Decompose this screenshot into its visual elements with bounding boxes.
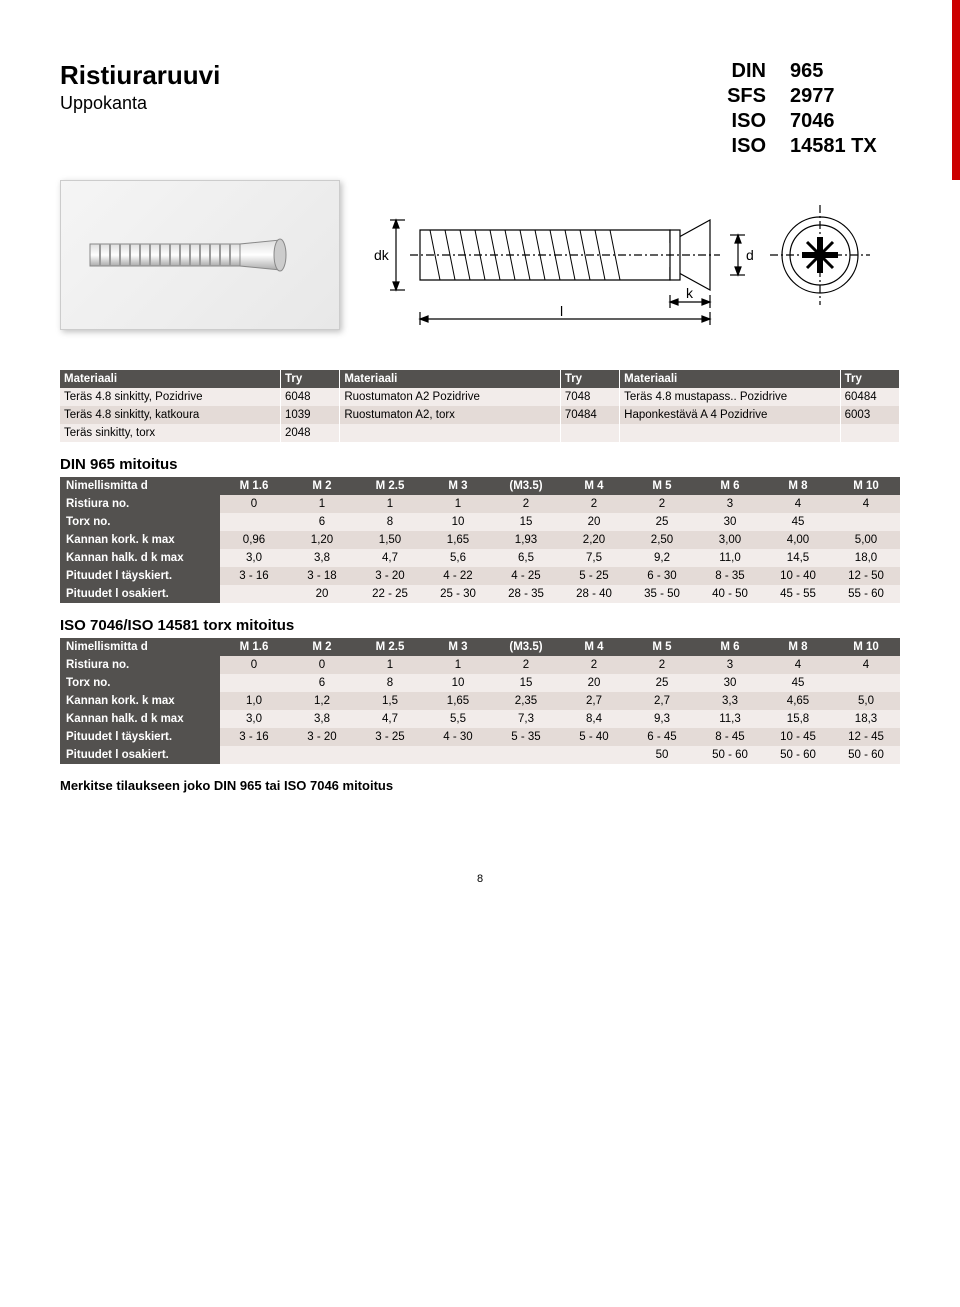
screw-photo-icon (80, 210, 320, 300)
standards-block: DIN965 SFS2977 ISO7046 ISO14581 TX (722, 60, 900, 160)
iso-table: Nimellismitta dM 1.6M 2M 2.5M 3(M3.5)M 4… (60, 638, 900, 764)
materials-table: Materiaali Try Materiaali Try Materiaali… (60, 370, 900, 442)
table-header-row: Nimellismitta dM 1.6M 2M 2.5M 3(M3.5)M 4… (60, 477, 900, 495)
footnote: Merkitse tilaukseen joko DIN 965 tai ISO… (60, 778, 900, 793)
page-number: 8 (60, 873, 900, 885)
table-row: Kannan halk. d k max3,03,84,75,57,38,49,… (60, 710, 900, 728)
table-row: Kannan kork. k max0,961,201,501,651,932,… (60, 531, 900, 549)
svg-text:l: l (560, 303, 563, 319)
table-row: Teräs 4.8 sinkitty, Pozidrive6048Ruostum… (60, 388, 900, 406)
table-row: Torx no.68101520253045 (60, 513, 900, 531)
svg-text:dk: dk (374, 247, 390, 263)
table-row: Teräs 4.8 sinkitty, katkoura1039Ruostuma… (60, 406, 900, 424)
title-block: Ristiuraruuvi Uppokanta (60, 60, 220, 114)
table-row: Pituudet l täyskiert.3 - 163 - 183 - 204… (60, 567, 900, 585)
page-header: Ristiuraruuvi Uppokanta DIN965 SFS2977 I… (60, 60, 900, 160)
table-row: Torx no.68101520253045 (60, 674, 900, 692)
iso-heading: ISO 7046/ISO 14581 torx mitoitus (60, 617, 900, 634)
table-row: Kannan kork. k max1,01,21,51,652,352,72,… (60, 692, 900, 710)
table-header-row: Nimellismitta dM 1.6M 2M 2.5M 3(M3.5)M 4… (60, 638, 900, 656)
svg-text:d: d (746, 247, 754, 263)
table-row: Pituudet l osakiert.5050 - 6050 - 6050 -… (60, 746, 900, 764)
table-row: Teräs sinkitty, torx2048 (60, 424, 900, 442)
standard-row: ISO7046 (722, 110, 900, 133)
standard-row: SFS2977 (722, 85, 900, 108)
table-row: Kannan halk. d k max3,03,84,75,66,57,59,… (60, 549, 900, 567)
standard-row: DIN965 (722, 60, 900, 83)
technical-diagram: dk d k l (360, 180, 900, 330)
product-photo (60, 180, 340, 330)
table-row: Ristiura no.0011222344 (60, 656, 900, 674)
table-row: Ristiura no.0111222344 (60, 495, 900, 513)
table-header-row: Materiaali Try Materiaali Try Materiaali… (60, 370, 900, 388)
images-row: dk d k l (60, 180, 900, 330)
standard-row: ISO14581 TX (722, 135, 900, 158)
page-title: Ristiuraruuvi (60, 60, 220, 91)
page-edge-marker (952, 0, 960, 180)
din965-table: Nimellismitta dM 1.6M 2M 2.5M 3(M3.5)M 4… (60, 477, 900, 603)
screw-diagram-icon: dk d k l (360, 180, 900, 330)
table-row: Pituudet l osakiert.2022 - 2525 - 3028 -… (60, 585, 900, 603)
table-row: Pituudet l täyskiert.3 - 163 - 203 - 254… (60, 728, 900, 746)
svg-text:k: k (686, 285, 694, 301)
page-subtitle: Uppokanta (60, 93, 220, 114)
din965-heading: DIN 965 mitoitus (60, 456, 900, 473)
